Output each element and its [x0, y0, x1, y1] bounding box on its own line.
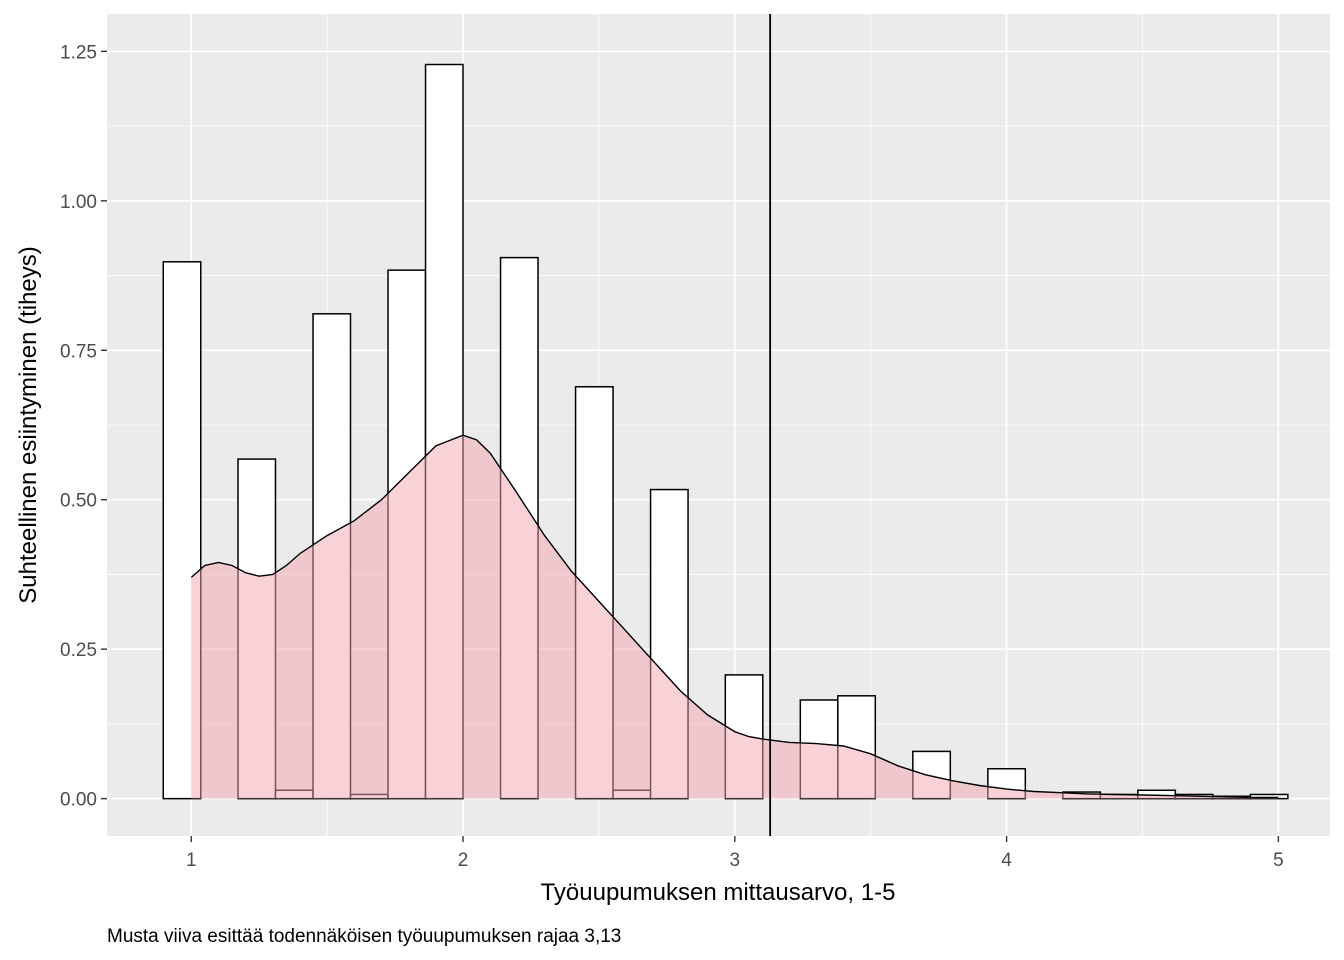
y-tick-label: 0.00 [60, 790, 97, 811]
y-axis-title: Suhteellinen esiintyminen (tiheys) [15, 246, 42, 604]
x-tick-label: 2 [458, 850, 469, 871]
x-axis-ticks: 1 2 3 4 5 [186, 836, 1284, 871]
y-tick-label: 1.25 [60, 42, 97, 63]
y-tick-label: 0.50 [60, 491, 97, 512]
histogram-bar [162, 261, 202, 800]
density-line [190, 434, 1279, 799]
y-tick-label: 1.00 [60, 192, 97, 213]
y-tick-label: 0.25 [60, 640, 97, 661]
density-curve-group [190, 434, 1279, 799]
y-axis-ticks: 0.00 0.25 0.50 0.75 1.00 1.25 [60, 42, 107, 811]
x-axis-title: Työuupumuksen mittausarvo, 1-5 [541, 879, 896, 906]
histogram-bar [1249, 793, 1289, 800]
x-tick-label: 3 [730, 850, 741, 871]
caption: Musta viiva esittää todennäköisen työuup… [107, 926, 621, 947]
x-tick-label: 4 [1001, 850, 1012, 871]
density-area [191, 435, 1279, 799]
x-tick-label: 5 [1273, 850, 1284, 871]
x-tick-label: 1 [186, 850, 197, 871]
y-tick-label: 0.75 [60, 341, 97, 362]
